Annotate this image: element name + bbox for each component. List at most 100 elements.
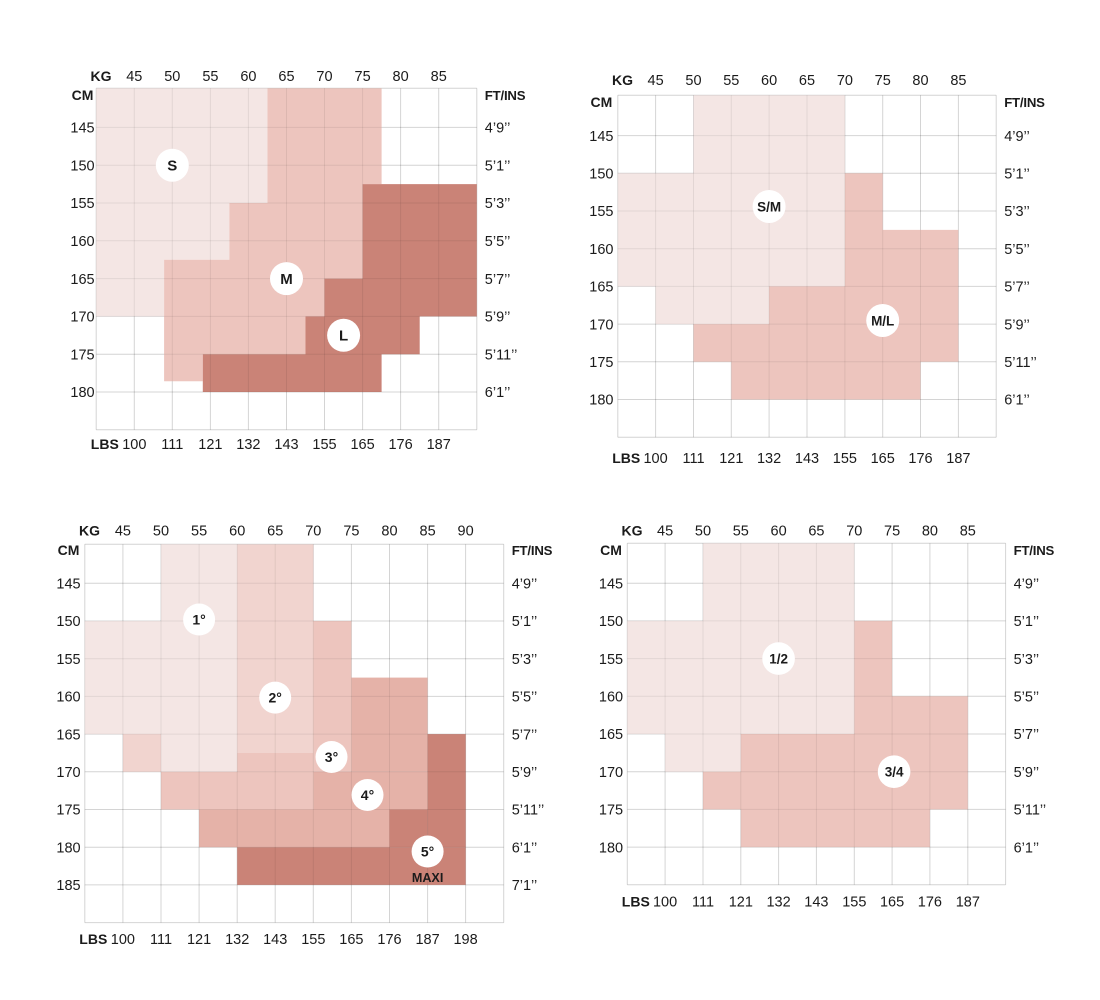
- svg-text:M/L: M/L: [871, 313, 894, 328]
- svg-text:175: 175: [589, 355, 613, 371]
- svg-text:FT/INS: FT/INS: [485, 88, 526, 103]
- svg-text:155: 155: [301, 932, 325, 948]
- svg-text:155: 155: [56, 652, 80, 668]
- svg-text:80: 80: [912, 73, 928, 89]
- svg-text:155: 155: [70, 196, 94, 212]
- svg-text:5’1’’: 5’1’’: [485, 158, 511, 174]
- svg-text:5’11’’: 5’11’’: [1014, 803, 1047, 819]
- svg-text:170: 170: [70, 310, 94, 326]
- svg-text:150: 150: [56, 614, 80, 630]
- svg-text:L: L: [339, 328, 348, 345]
- svg-text:150: 150: [589, 167, 613, 183]
- svg-text:6’1’’: 6’1’’: [512, 840, 538, 856]
- svg-text:100: 100: [643, 451, 667, 467]
- svg-text:50: 50: [164, 69, 180, 85]
- svg-text:165: 165: [56, 727, 80, 743]
- svg-text:143: 143: [274, 437, 298, 453]
- svg-text:80: 80: [393, 69, 409, 85]
- svg-text:5’9’’: 5’9’’: [485, 310, 511, 326]
- svg-text:75: 75: [343, 524, 359, 540]
- svg-text:150: 150: [599, 614, 623, 630]
- svg-text:70: 70: [305, 524, 321, 540]
- svg-text:155: 155: [842, 895, 866, 911]
- svg-text:CM: CM: [72, 87, 94, 103]
- svg-text:70: 70: [316, 69, 332, 85]
- svg-text:5’7’’: 5’7’’: [1004, 280, 1030, 296]
- svg-text:145: 145: [589, 129, 613, 145]
- svg-text:170: 170: [599, 765, 623, 781]
- svg-text:4’9’’: 4’9’’: [1004, 129, 1030, 145]
- svg-text:60: 60: [771, 524, 787, 540]
- svg-text:S/M: S/M: [757, 199, 781, 214]
- svg-text:5’3’’: 5’3’’: [512, 652, 538, 668]
- svg-text:85: 85: [950, 73, 966, 89]
- svg-text:150: 150: [70, 158, 94, 174]
- svg-text:3/4: 3/4: [885, 765, 904, 780]
- svg-text:155: 155: [589, 204, 613, 220]
- svg-text:65: 65: [799, 73, 815, 89]
- svg-text:5’9’’: 5’9’’: [1014, 765, 1040, 781]
- svg-text:198: 198: [453, 932, 477, 948]
- svg-text:4’9’’: 4’9’’: [1014, 576, 1040, 592]
- svg-text:5’11’’: 5’11’’: [512, 803, 545, 819]
- svg-text:80: 80: [381, 524, 397, 540]
- svg-text:145: 145: [56, 577, 80, 593]
- svg-text:5’3’’: 5’3’’: [485, 196, 511, 212]
- svg-text:175: 175: [70, 347, 94, 363]
- svg-text:132: 132: [766, 895, 790, 911]
- svg-text:5’9’’: 5’9’’: [1004, 317, 1030, 333]
- svg-text:55: 55: [202, 69, 218, 85]
- svg-text:5’9’’: 5’9’’: [512, 765, 538, 781]
- svg-text:121: 121: [187, 932, 211, 948]
- svg-text:143: 143: [263, 932, 287, 948]
- svg-text:165: 165: [871, 451, 895, 467]
- svg-text:KG: KG: [91, 68, 112, 84]
- svg-text:5’5’’: 5’5’’: [1014, 690, 1040, 706]
- svg-text:100: 100: [111, 932, 135, 948]
- svg-text:50: 50: [685, 73, 701, 89]
- svg-text:165: 165: [880, 895, 904, 911]
- svg-text:145: 145: [70, 121, 94, 137]
- svg-text:5’7’’: 5’7’’: [512, 727, 538, 743]
- svg-text:180: 180: [70, 385, 94, 401]
- svg-text:2°: 2°: [269, 690, 282, 706]
- svg-text:5’5’’: 5’5’’: [1004, 242, 1030, 258]
- svg-text:187: 187: [956, 895, 980, 911]
- svg-text:185: 185: [56, 878, 80, 894]
- svg-text:111: 111: [150, 932, 172, 948]
- svg-text:60: 60: [761, 73, 777, 89]
- svg-text:5’7’’: 5’7’’: [485, 272, 511, 288]
- svg-text:70: 70: [837, 73, 853, 89]
- svg-text:5’1’’: 5’1’’: [1004, 167, 1030, 183]
- svg-text:187: 187: [427, 437, 451, 453]
- svg-text:CM: CM: [600, 542, 622, 558]
- svg-text:6’1’’: 6’1’’: [485, 385, 511, 401]
- svg-text:160: 160: [599, 690, 623, 706]
- svg-text:5’11’’: 5’11’’: [485, 347, 518, 363]
- svg-text:155: 155: [833, 451, 857, 467]
- svg-text:170: 170: [589, 317, 613, 333]
- svg-text:LBS: LBS: [91, 436, 119, 452]
- svg-text:KG: KG: [622, 523, 643, 539]
- svg-text:5’1’’: 5’1’’: [1014, 614, 1040, 630]
- svg-text:160: 160: [56, 690, 80, 706]
- svg-text:143: 143: [804, 895, 828, 911]
- svg-text:45: 45: [126, 69, 142, 85]
- svg-text:165: 165: [70, 272, 94, 288]
- svg-text:155: 155: [599, 652, 623, 668]
- svg-text:160: 160: [589, 242, 613, 258]
- svg-text:7’1’’: 7’1’’: [512, 878, 538, 894]
- svg-text:175: 175: [599, 803, 623, 819]
- svg-text:5’1’’: 5’1’’: [512, 614, 538, 630]
- svg-text:111: 111: [682, 451, 704, 467]
- svg-text:5’3’’: 5’3’’: [1004, 204, 1030, 220]
- svg-text:FT/INS: FT/INS: [512, 543, 553, 558]
- svg-text:75: 75: [884, 524, 900, 540]
- svg-text:KG: KG: [79, 523, 100, 539]
- svg-text:S: S: [167, 158, 177, 175]
- svg-text:170: 170: [56, 765, 80, 781]
- svg-text:FT/INS: FT/INS: [1004, 95, 1045, 110]
- svg-text:M: M: [280, 271, 293, 288]
- svg-text:75: 75: [355, 69, 371, 85]
- svg-text:145: 145: [599, 576, 623, 592]
